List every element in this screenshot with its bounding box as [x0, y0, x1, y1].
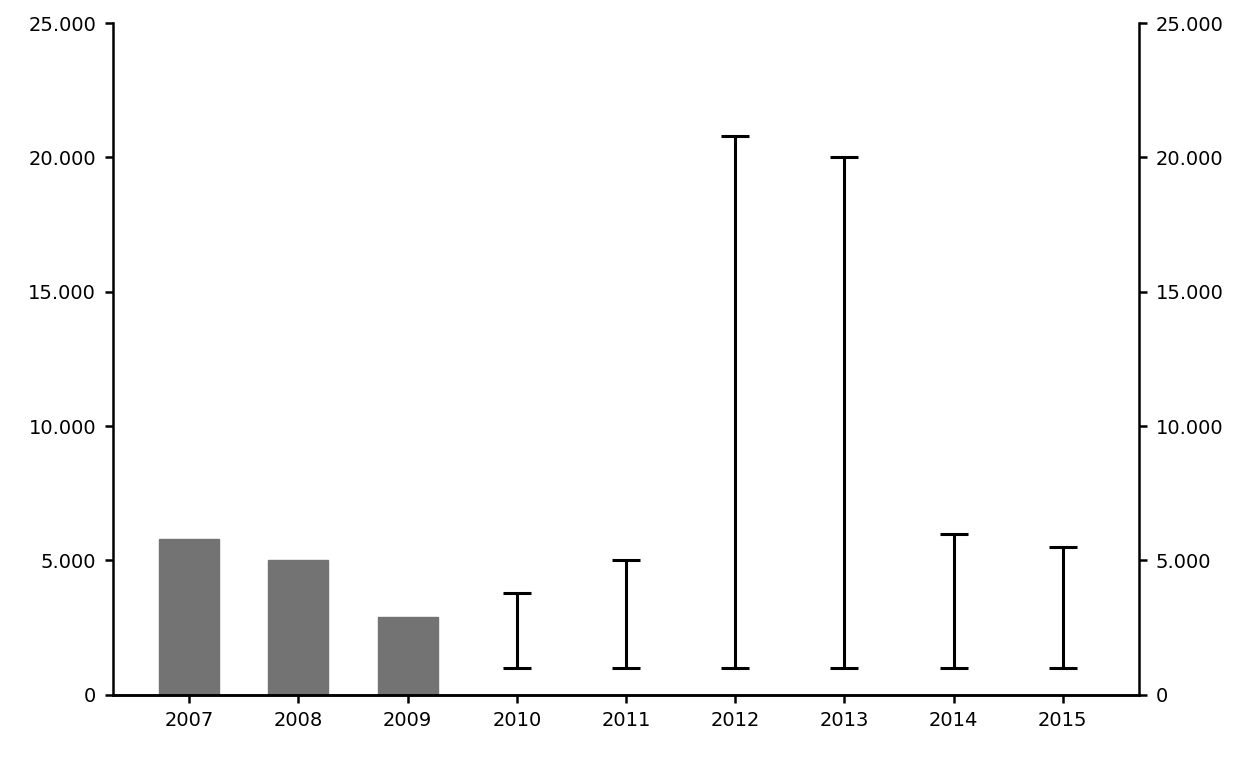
- Bar: [268, 560, 328, 695]
- Bar: [378, 617, 438, 695]
- Bar: [159, 539, 219, 695]
